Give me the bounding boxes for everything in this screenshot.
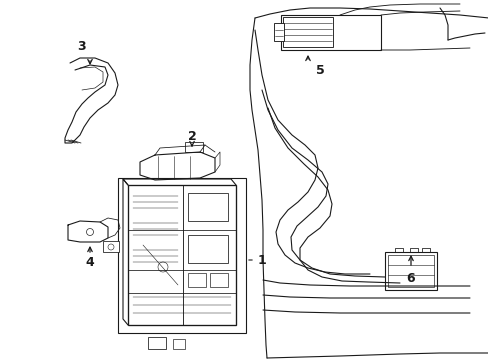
Text: 1: 1 <box>258 253 266 266</box>
Bar <box>187 273 205 287</box>
Text: 6: 6 <box>406 271 414 284</box>
Text: 2: 2 <box>187 130 196 144</box>
Bar <box>184 142 203 152</box>
Bar <box>173 339 184 349</box>
Bar <box>187 235 227 263</box>
Text: 4: 4 <box>85 256 94 270</box>
Bar <box>103 241 119 252</box>
Bar <box>387 255 433 287</box>
Text: 5: 5 <box>315 63 324 77</box>
Bar <box>148 337 165 349</box>
Bar <box>281 15 380 50</box>
Bar <box>283 17 332 47</box>
Text: 3: 3 <box>77 40 85 54</box>
Bar <box>384 252 436 290</box>
Bar <box>187 193 227 221</box>
Bar <box>118 178 245 333</box>
Bar <box>128 185 236 325</box>
Bar <box>209 273 227 287</box>
Bar <box>273 23 284 41</box>
